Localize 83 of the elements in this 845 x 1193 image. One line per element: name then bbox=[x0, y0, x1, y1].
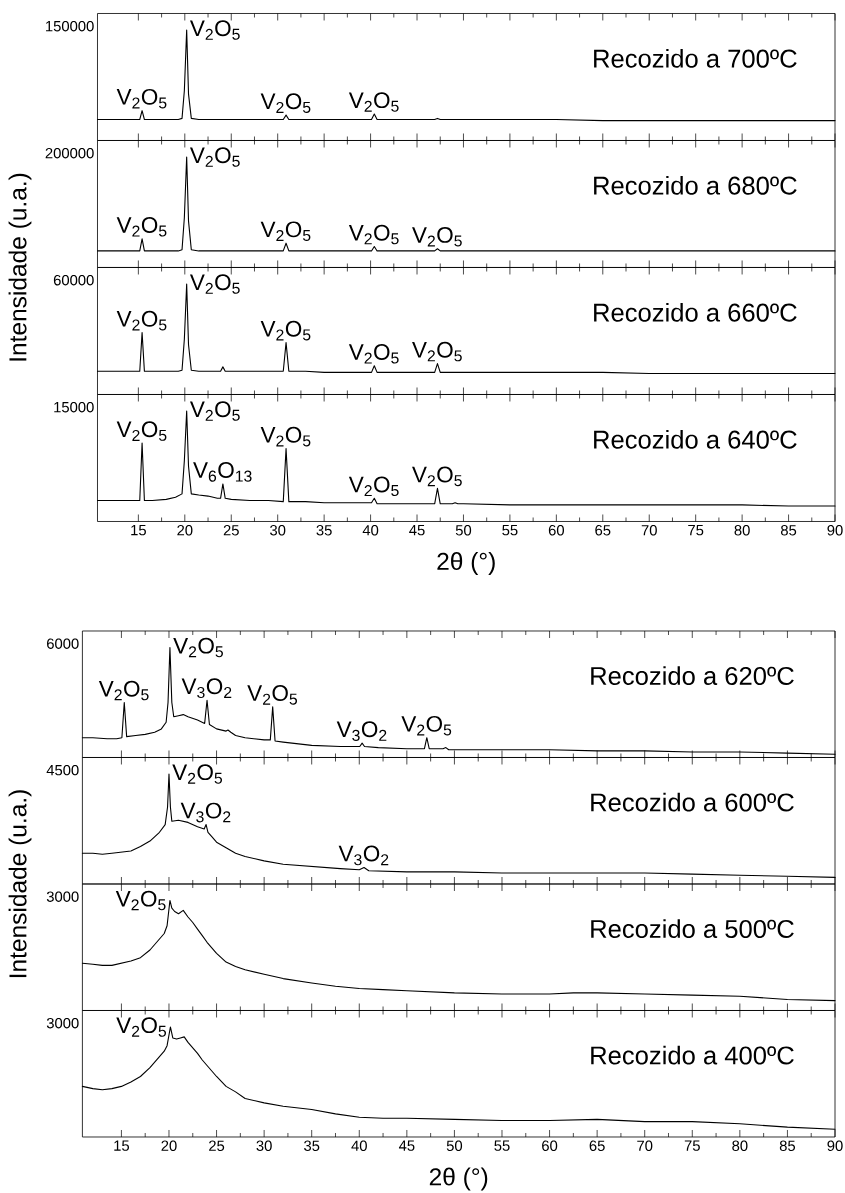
x-axis-title: 2θ (°) bbox=[437, 552, 495, 575]
x-tick-label: 85 bbox=[780, 525, 797, 536]
x-tick-label: 90 bbox=[827, 1140, 843, 1151]
annotation: V$_{2}$O$_{5}$ bbox=[348, 92, 399, 112]
x-tick-label: 35 bbox=[316, 525, 332, 536]
annotation: V$_{2}$O$_{5}$ bbox=[116, 310, 167, 331]
text: Recozido a 700ºC bbox=[594, 48, 797, 68]
x-tick-label: 90 bbox=[827, 525, 843, 536]
text: Recozido a 620ºC bbox=[591, 666, 794, 686]
x-tick-label: 15 bbox=[131, 525, 146, 536]
x-tick-label: 50 bbox=[446, 1140, 463, 1151]
text: Recozido a 500ºC bbox=[591, 919, 794, 939]
annotation: V$_{2}$O$_{5}$ bbox=[173, 637, 223, 658]
x-tick-label: 30 bbox=[270, 525, 286, 536]
text: Recozido a 660ºC bbox=[594, 302, 797, 322]
annotation: V$_{3}$O$_{2}$ bbox=[338, 845, 389, 866]
x-tick-label: 30 bbox=[256, 1140, 272, 1151]
annotation: V$_{2}$O$_{5}$ bbox=[247, 685, 298, 705]
x-tick-label: 40 bbox=[362, 525, 379, 536]
text: 6000 bbox=[47, 638, 79, 649]
text: 150000 bbox=[46, 20, 94, 32]
annotation: V$_{2}$O$_{5}$ bbox=[116, 421, 167, 441]
x-tick-label: 65 bbox=[595, 525, 611, 536]
x-tick-label: 70 bbox=[641, 525, 657, 536]
x-tick-label: 35 bbox=[304, 1140, 320, 1151]
annotation: V$_{2}$O$_{5}$ bbox=[189, 20, 240, 40]
annotation: V$_{2}$O$_{5}$ bbox=[260, 93, 311, 113]
annotation: V$_{3}$O$_{2}$ bbox=[336, 721, 387, 741]
y-axis-title: Intensidade (u.a.) bbox=[8, 173, 32, 361]
annotation: V$_{3}$O$_{2}$ bbox=[181, 678, 232, 699]
annotation: V$_{2}$O$_{5}$ bbox=[260, 426, 311, 447]
text: Recozido a 640ºC bbox=[594, 429, 797, 449]
annotation: V$_{6}$O$_{13}$ bbox=[193, 462, 252, 482]
annotation: V$_{2}$O$_{5}$ bbox=[189, 274, 240, 294]
annotation: V$_{2}$O$_{5}$ bbox=[98, 680, 149, 701]
x-tick-label: 25 bbox=[223, 525, 239, 536]
x-tick-label: 40 bbox=[351, 1140, 367, 1151]
annotation: V$_{2}$O$_{5}$ bbox=[116, 216, 167, 237]
x-tick-label: 65 bbox=[589, 1140, 605, 1151]
text: 15000 bbox=[54, 401, 94, 413]
x-tick-label: 15 bbox=[114, 1140, 130, 1151]
annotation: V$_{2}$O$_{5}$ bbox=[401, 715, 452, 736]
x-tick-label: 75 bbox=[688, 525, 704, 536]
annotation: V$_{2}$O$_{5}$ bbox=[412, 341, 462, 362]
annotation: V$_{2}$O$_{5}$ bbox=[348, 476, 399, 497]
x-tick-label: 60 bbox=[542, 1140, 558, 1151]
text: 4500 bbox=[46, 764, 79, 776]
x-tick-label: 80 bbox=[732, 1140, 748, 1151]
annotation: V$_{2}$O$_{5}$ bbox=[412, 226, 462, 247]
x-tick-label: 45 bbox=[409, 525, 425, 536]
annotation: V$_{2}$O$_{5}$ bbox=[348, 343, 399, 364]
text: 3000 bbox=[46, 1017, 79, 1029]
text: 3000 bbox=[46, 891, 79, 902]
x-tick-label: 75 bbox=[684, 1140, 700, 1151]
text: Recozido a 600ºC bbox=[591, 792, 794, 812]
y-axis-title: Intensidade (u.a.) bbox=[8, 790, 32, 978]
x-tick-label: 85 bbox=[779, 1140, 796, 1151]
text: 60000 bbox=[53, 274, 94, 286]
x-tick-label: 25 bbox=[209, 1140, 225, 1151]
annotation: V$_{2}$O$_{5}$ bbox=[260, 320, 311, 341]
x-tick-label: 55 bbox=[502, 525, 518, 536]
text: 200000 bbox=[45, 147, 94, 159]
x-tick-label: 20 bbox=[177, 525, 193, 536]
annotation: V$_{2}$O$_{5}$ bbox=[189, 147, 240, 167]
x-tick-label: 60 bbox=[548, 525, 565, 536]
annotation: V$_{2}$O$_{5}$ bbox=[116, 1017, 167, 1037]
annotation: V$_{2}$O$_{5}$ bbox=[348, 224, 399, 245]
x-tick-label: 50 bbox=[455, 525, 472, 536]
x-tick-label: 55 bbox=[494, 1140, 510, 1151]
annotation: V$_{2}$O$_{5}$ bbox=[172, 764, 223, 784]
annotation: V$_{2}$O$_{5}$ bbox=[412, 466, 462, 487]
x-tick-label: 80 bbox=[734, 525, 750, 536]
annotation: V$_{3}$O$_{2}$ bbox=[180, 802, 231, 823]
annotation: V$_{2}$O$_{5}$ bbox=[189, 401, 240, 421]
text: Recozido a 400ºC bbox=[591, 1045, 794, 1065]
x-axis-title: 2θ (°) bbox=[429, 1167, 488, 1191]
annotation: V$_{2}$O$_{5}$ bbox=[115, 890, 166, 911]
annotation: V$_{2}$O$_{5}$ bbox=[260, 221, 311, 241]
x-tick-label: 70 bbox=[637, 1140, 653, 1151]
x-tick-label: 20 bbox=[161, 1140, 177, 1151]
x-tick-label: 45 bbox=[398, 1140, 415, 1151]
text: Recozido a 680ºC bbox=[594, 175, 797, 195]
annotation: V$_{2}$O$_{5}$ bbox=[116, 88, 167, 109]
